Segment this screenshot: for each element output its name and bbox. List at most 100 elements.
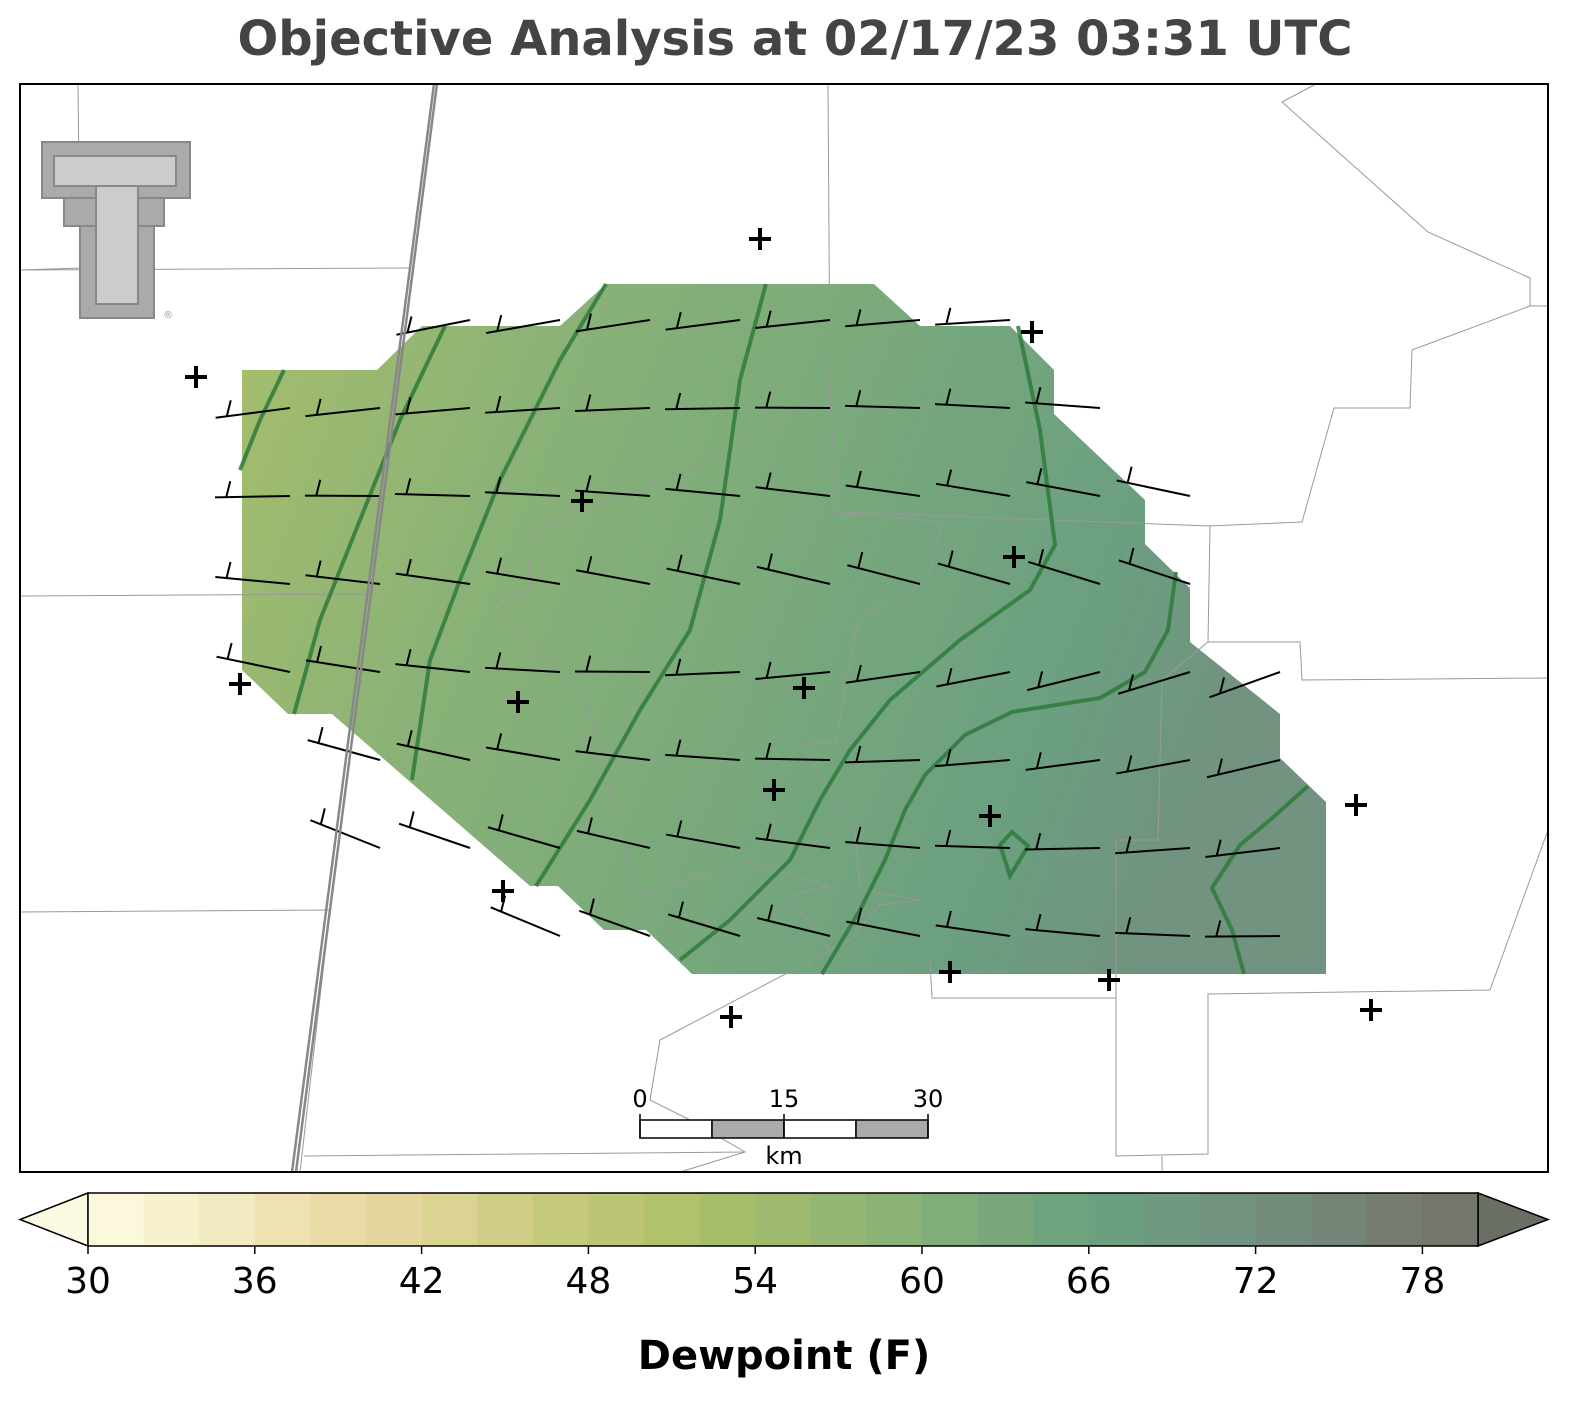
station — [185, 366, 207, 388]
barb-flag — [855, 745, 862, 763]
barb-staff — [845, 759, 921, 764]
barb-staff — [576, 569, 651, 585]
barb-staff — [1206, 759, 1281, 779]
barb-flag — [675, 658, 682, 676]
barb-staff — [1116, 479, 1191, 497]
barb-flag — [765, 391, 772, 408]
barb-staff — [309, 819, 381, 849]
barb-flag — [676, 820, 683, 837]
barb-staff — [1209, 671, 1281, 699]
barb-staff — [845, 840, 921, 849]
colorbar-frame — [87, 1192, 1479, 1247]
barb-staff — [665, 753, 741, 761]
barb-staff — [935, 319, 1011, 326]
barb-flag — [1126, 755, 1133, 772]
barb-flag — [585, 394, 592, 411]
barb-staff — [395, 492, 471, 497]
barb-flag — [946, 668, 953, 685]
barb-staff — [1024, 847, 1101, 851]
barb-staff — [935, 403, 1011, 409]
station — [793, 677, 815, 699]
barb-staff — [665, 319, 741, 331]
scale-label: 15 — [769, 1085, 800, 1113]
colorbar-bin — [866, 1193, 923, 1246]
barb-staff — [845, 319, 921, 328]
barb-flag — [496, 557, 503, 574]
barb-flag — [319, 808, 326, 825]
barb-staff — [1204, 935, 1281, 938]
colorbar-bin — [1255, 1193, 1312, 1246]
barb-staff — [395, 407, 471, 416]
barb-flag — [586, 817, 593, 834]
barb-staff — [665, 671, 741, 677]
colorbar-bin — [922, 1193, 979, 1246]
station — [1003, 546, 1025, 568]
barb-flag — [857, 551, 864, 569]
barb-staff — [575, 489, 651, 497]
barb-flag — [1035, 752, 1042, 769]
barb-staff — [485, 570, 561, 585]
barb-flag — [496, 733, 503, 750]
scale-label: 0 — [632, 1085, 647, 1113]
colorbar-bin — [1088, 1193, 1145, 1246]
barb-flag — [497, 814, 504, 831]
logo-mark: ® — [163, 310, 173, 321]
barb-flag — [765, 310, 772, 328]
barb-staff — [935, 844, 1011, 849]
colorbar-tick-label: 60 — [899, 1261, 945, 1302]
barb-flag — [1035, 387, 1042, 404]
barb-flag — [1216, 758, 1223, 775]
barb-flag — [675, 311, 682, 329]
barb-flag — [1035, 833, 1042, 850]
colorbar-bin — [699, 1193, 756, 1246]
barb-flag — [945, 307, 952, 325]
barb-staff — [485, 407, 561, 414]
barb-staff — [575, 319, 651, 333]
barb-staff — [1028, 561, 1101, 585]
barb-staff — [1115, 847, 1191, 855]
barb-flag — [495, 395, 502, 413]
colorbar-bin — [977, 1193, 1034, 1246]
barb-staff — [214, 495, 291, 499]
scale-segment — [783, 1119, 857, 1139]
colorbar-extend-high — [1477, 1191, 1551, 1248]
barb-staff — [485, 491, 561, 497]
barb-staff — [755, 486, 831, 497]
barb-flag — [315, 398, 322, 416]
barb-flag — [317, 726, 324, 744]
barb-flag — [676, 554, 683, 572]
colorbar-label: Dewpoint (F) — [638, 1333, 931, 1379]
barb-staff — [1118, 559, 1191, 585]
barb-flag — [945, 910, 952, 928]
station — [720, 1006, 742, 1028]
colorbar-bin — [1144, 1193, 1201, 1246]
barb-staff — [1025, 928, 1101, 937]
barb-flag — [855, 826, 862, 844]
colorbar-tick-label: 66 — [1066, 1261, 1112, 1302]
barb-staff — [667, 913, 741, 937]
barb-staff — [396, 742, 471, 761]
colorbar-bin — [477, 1193, 534, 1246]
scale-segment — [711, 1119, 785, 1139]
colorbar-bin — [88, 1193, 145, 1246]
barb-staff — [395, 663, 471, 673]
barb-staff — [755, 671, 831, 681]
barb-staff — [485, 319, 561, 335]
barb-staff — [756, 565, 831, 585]
station — [1360, 999, 1382, 1021]
barb-flag — [585, 475, 592, 492]
colorbar-bin — [1311, 1193, 1368, 1246]
barb-flag — [1125, 836, 1132, 853]
barb-flag — [765, 742, 772, 760]
barb-flag — [767, 904, 774, 921]
barb-flag — [945, 388, 952, 405]
barb-flag — [1126, 466, 1133, 484]
barb-staff — [847, 564, 921, 585]
barb-flag — [316, 645, 322, 663]
map: ® 0 15 30 km — [19, 83, 1549, 1173]
barb-flag — [1219, 677, 1225, 694]
barb-flag — [225, 480, 232, 498]
barb-staff — [485, 746, 561, 761]
barb-staff — [936, 671, 1011, 688]
barb-staff — [396, 319, 471, 336]
